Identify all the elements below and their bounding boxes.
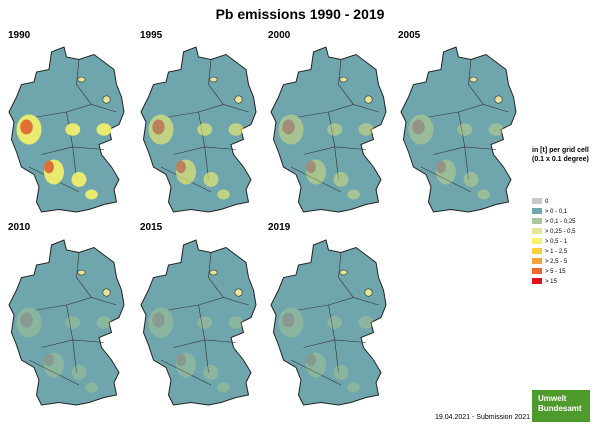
legend-item: > 5 - 15 [532, 268, 566, 276]
legend-label: > 0,5 - 1 [545, 239, 568, 245]
legend-item: > 2,5 - 5 [532, 258, 567, 266]
year-label: 2000 [268, 30, 291, 41]
map-2005 [400, 46, 517, 213]
year-label: 1990 [8, 30, 31, 41]
footer-date: 19.04.2021 - Submission 2021 [435, 414, 530, 421]
legend-item: > 15 [532, 278, 557, 286]
legend-label: > 0,25 - 0,5 [545, 229, 576, 235]
legend-label: > 0 - 0,1 [545, 209, 568, 215]
logo-text: Umwelt [538, 394, 567, 403]
legend-label: > 1 - 2,5 [545, 249, 568, 255]
legend-item: 0 [532, 198, 548, 206]
legend-title: in [t] per grid cell (0.1 x 0.1 degree) [532, 147, 589, 163]
legend-label: > 0,1 - 0,25 [545, 219, 576, 225]
map-2000 [270, 46, 387, 213]
legend-swatch [532, 228, 542, 235]
year-label: 2005 [398, 30, 421, 41]
legend-item: > 1 - 2,5 [532, 248, 567, 256]
legend-label: > 5 - 15 [545, 269, 566, 275]
legend-label: > 2,5 - 5 [545, 259, 568, 265]
logo-text: Bundesamt [538, 404, 582, 413]
legend-swatch [532, 268, 542, 275]
map-2010 [8, 239, 125, 406]
logo: Umwelt Bundesamt [532, 390, 590, 422]
year-label: 2019 [268, 222, 291, 233]
legend-item: > 0,5 - 1 [532, 238, 567, 246]
legend-swatch [532, 258, 542, 265]
legend-label: > 15 [545, 279, 557, 285]
map-1990 [8, 46, 125, 213]
legend-swatch [532, 248, 542, 255]
legend-item: > 0,25 - 0,5 [532, 228, 576, 236]
year-label: 2015 [140, 222, 163, 233]
map-2015 [140, 239, 257, 406]
year-label: 1995 [140, 30, 163, 41]
legend-label: 0 [545, 199, 549, 205]
legend-swatch [532, 208, 542, 215]
year-label: 2010 [8, 222, 31, 233]
map-1995 [140, 46, 257, 213]
title: Pb emissions 1990 - 2019 [215, 6, 385, 22]
legend-swatch [532, 218, 542, 225]
legend-swatch [532, 278, 542, 285]
legend-item: > 0 - 0,1 [532, 208, 567, 216]
legend-item: > 0,1 - 0,25 [532, 218, 576, 226]
legend-swatch [532, 238, 542, 245]
legend-swatch [532, 198, 542, 205]
map-2019 [270, 239, 387, 406]
